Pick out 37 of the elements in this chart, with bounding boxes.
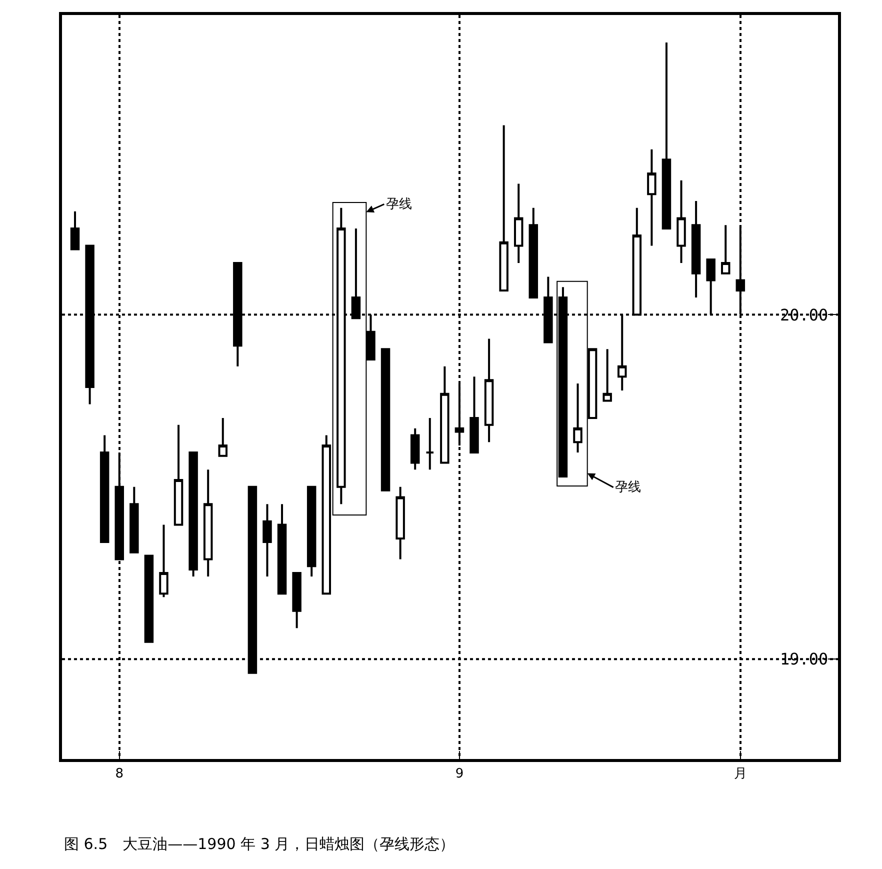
candlestick [188, 451, 198, 578]
candlestick [691, 200, 701, 298]
x-tick-label: 8 [115, 766, 124, 782]
candlestick [602, 348, 612, 402]
candlestick [440, 365, 450, 464]
candlestick [159, 524, 168, 598]
candlestick [514, 182, 524, 264]
candlestick [262, 503, 272, 578]
candlestick [100, 434, 110, 543]
candlestick [470, 376, 479, 454]
candlestick [218, 417, 228, 457]
candlestick [277, 503, 287, 595]
candlestick [721, 224, 730, 274]
candlestick [528, 206, 538, 298]
candlestick [647, 148, 656, 247]
candlestick [410, 427, 420, 471]
candlestick [174, 424, 184, 526]
candlestick [396, 486, 405, 560]
candlestick [292, 572, 302, 630]
candlestick [573, 382, 582, 454]
candlestick [306, 486, 316, 578]
candlestick [203, 468, 213, 578]
x-tick-label: 9 [455, 766, 464, 782]
annotation: 孕线 [386, 197, 412, 212]
candlestick [380, 348, 390, 492]
candlestick [662, 42, 672, 230]
annotation: 孕线 [615, 480, 641, 495]
candlestick [499, 124, 508, 292]
candlestick [130, 486, 139, 554]
candlestick [425, 417, 435, 471]
candlestick [484, 338, 494, 444]
candlestick [248, 486, 258, 674]
candlestick [676, 179, 686, 264]
x-tick-label: 月 [734, 766, 747, 782]
candlestick [70, 210, 80, 250]
text: 图 6.5 大豆油——1990 年 3 月，日蜡烛图（孕线形态） [64, 835, 455, 853]
candlestick [144, 554, 154, 643]
